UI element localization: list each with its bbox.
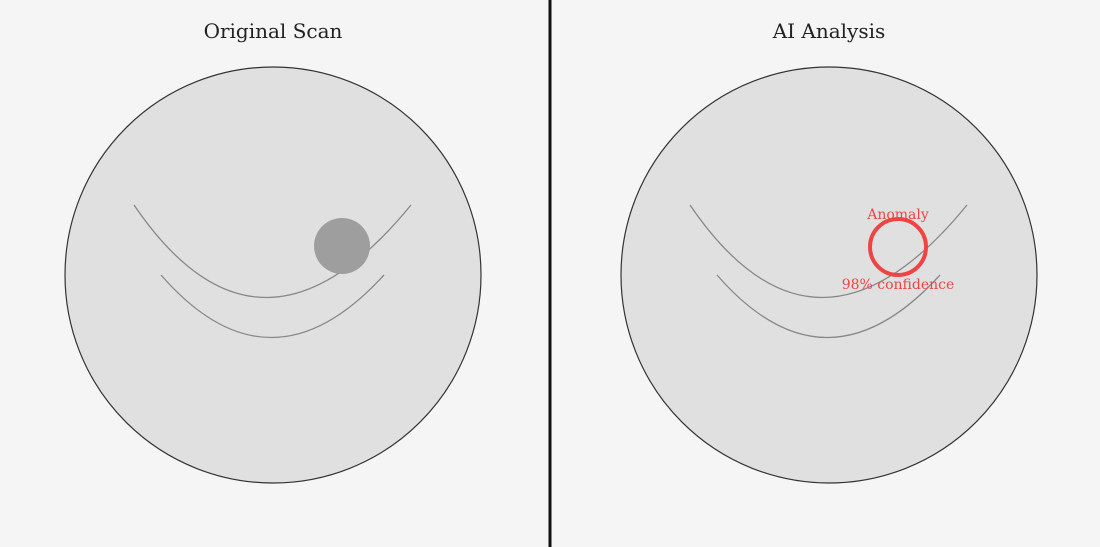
confidence-label: 98% confidence xyxy=(842,277,955,293)
ai-analysis-panel: AI Analysis Anomaly 98% confidence xyxy=(621,19,1037,483)
scan-outline xyxy=(65,67,481,483)
original-scan-title: Original Scan xyxy=(204,19,343,43)
scan-outline xyxy=(621,67,1037,483)
anomaly-label: Anomaly xyxy=(866,207,929,223)
lesion-spot xyxy=(314,218,370,274)
ai-analysis-title: AI Analysis xyxy=(772,19,886,43)
original-scan-panel: Original Scan xyxy=(65,19,481,483)
